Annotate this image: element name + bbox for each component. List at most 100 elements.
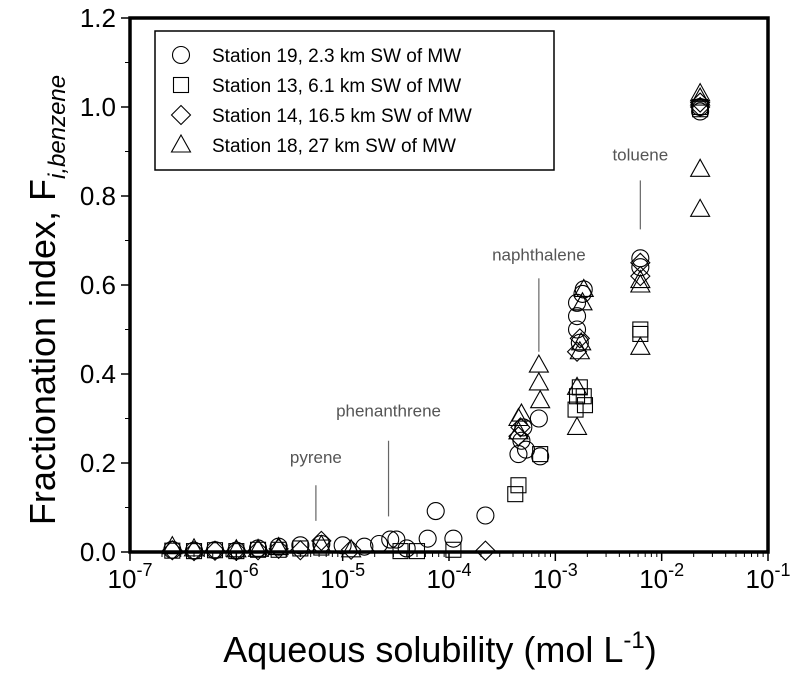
data-point-circle xyxy=(355,537,374,556)
data-point-circle xyxy=(444,529,463,548)
data-point-circle xyxy=(418,529,437,548)
data-point-circle xyxy=(567,307,587,326)
data-point-square xyxy=(206,542,224,559)
data-point-square xyxy=(632,325,649,343)
y-tick-label: 0.0 xyxy=(80,537,116,567)
x-axis-title-close: ) xyxy=(645,629,657,670)
data-point-diamond xyxy=(268,538,289,560)
data-point-triangle xyxy=(689,198,711,217)
y-tick-label: 1.0 xyxy=(80,92,116,122)
data-point-triangle xyxy=(689,158,711,177)
x-tick-exponent: -1 xyxy=(774,560,790,580)
x-axis-ticks: 10-7 10-6 10-5 10-4 10-3 10-2 10-1 xyxy=(108,552,790,594)
data-point-triangle xyxy=(629,336,651,355)
legend-label: Station 14, 16.5 km SW of MW xyxy=(212,106,472,127)
y-tick-label: 1.2 xyxy=(80,3,116,33)
data-point-triangle xyxy=(573,278,595,298)
y-axis-title-subscript: i,benzene xyxy=(44,75,71,179)
data-point-circle xyxy=(291,536,310,555)
data-point-square xyxy=(249,541,267,558)
plot-frame xyxy=(128,16,770,554)
x-tick-exponent: -6 xyxy=(243,560,259,580)
data-point-circle xyxy=(529,409,548,428)
data-point-square xyxy=(575,388,592,405)
data-point-circle xyxy=(691,102,710,121)
data-point-diamond xyxy=(226,540,247,561)
x-axis-title: Aqueous solubility (mol L-1) xyxy=(223,627,657,670)
data-point-square xyxy=(510,477,527,494)
data-point-square xyxy=(313,539,330,556)
x-tick-label: 10-2 xyxy=(639,560,684,594)
data-point-triangle xyxy=(340,538,362,558)
x-tick-exponent: -4 xyxy=(455,560,471,580)
data-point-triangle xyxy=(572,291,593,311)
x-tick-label: 10-5 xyxy=(320,560,365,594)
data-point-triangle xyxy=(570,331,592,351)
data-point-square xyxy=(507,486,524,503)
data-point-diamond xyxy=(508,426,529,447)
data-point-circle xyxy=(691,97,710,117)
y-axis-title: Fractionation index, Fi,benzene xyxy=(22,75,71,525)
legend-marker-triangle xyxy=(170,133,192,153)
x-tick-label: 10-6 xyxy=(214,560,259,594)
data-point-triangle xyxy=(629,273,651,293)
data-point-circle xyxy=(574,280,593,299)
data-point-diamond xyxy=(340,539,362,561)
x-tick-exponent: -2 xyxy=(668,560,684,580)
x-tick-label: 10-4 xyxy=(427,560,472,594)
data-point-circle xyxy=(397,539,416,558)
data-point-triangle xyxy=(689,86,711,106)
data-point-diamond xyxy=(247,539,269,561)
legend-marker-square xyxy=(172,76,190,94)
data-point-triangle xyxy=(247,538,269,557)
data-point-diamond xyxy=(569,328,591,349)
y-tick-label: 0.6 xyxy=(80,270,116,300)
data-point-diamond xyxy=(475,540,496,561)
data-point-triangle xyxy=(529,389,551,409)
annotation-label: toluene xyxy=(612,145,668,164)
data-point-diamond xyxy=(689,96,711,118)
legend-label: Station 18, 27 km SW of MW xyxy=(212,136,456,157)
y-tick-label: 0.4 xyxy=(80,359,116,389)
annotation-label: phenanthrene xyxy=(336,401,441,420)
data-point-diamond xyxy=(290,539,311,561)
data-point-triangle xyxy=(566,376,588,395)
data-point-square xyxy=(632,321,649,338)
legend: Station 19, 2.3 km SW of MW Station 13, 6… xyxy=(154,30,555,171)
data-point-circle xyxy=(426,502,445,521)
data-point-circle xyxy=(476,506,495,525)
data-point-diamond xyxy=(630,265,651,287)
data-point-circle xyxy=(370,534,389,554)
data-point-triangle xyxy=(528,353,550,373)
data-points xyxy=(161,82,711,562)
data-point-triangle xyxy=(528,371,550,391)
data-point-square xyxy=(270,541,287,558)
legend-box xyxy=(154,30,555,171)
legend-label: Station 19, 2.3 km SW of MW xyxy=(212,46,461,67)
data-point-circle xyxy=(567,320,587,339)
x-axis-title-superscript: -1 xyxy=(623,627,644,654)
data-point-triangle xyxy=(225,538,247,558)
data-point-triangle xyxy=(268,536,290,556)
data-point-triangle xyxy=(183,537,205,557)
data-point-triangle xyxy=(511,402,532,422)
x-tick-exponent: -7 xyxy=(136,560,152,580)
data-point-diamond xyxy=(204,540,226,561)
annotation-label: naphthalene xyxy=(492,246,586,265)
data-point-circle xyxy=(205,541,225,560)
data-point-square xyxy=(567,401,584,418)
legend-marker-diamond xyxy=(170,104,192,126)
data-point-diamond xyxy=(630,252,651,274)
legend-label: Station 13, 6.1 km SW of MW xyxy=(212,76,461,97)
data-point-circle xyxy=(387,530,406,549)
annotations: pyrene phenanthrene naphthalene toluene xyxy=(290,145,668,521)
data-point-circle xyxy=(381,530,400,549)
x-tick-label: 10-7 xyxy=(108,560,153,594)
data-point-triangle xyxy=(508,420,529,440)
data-point-square xyxy=(576,397,594,414)
y-axis-ticks: 0.0 0.2 0.4 0.6 0.8 1.0 1.2 xyxy=(80,3,130,567)
data-point-square xyxy=(532,446,549,463)
legend-marker-circle xyxy=(171,45,191,65)
data-point-square xyxy=(445,541,462,558)
